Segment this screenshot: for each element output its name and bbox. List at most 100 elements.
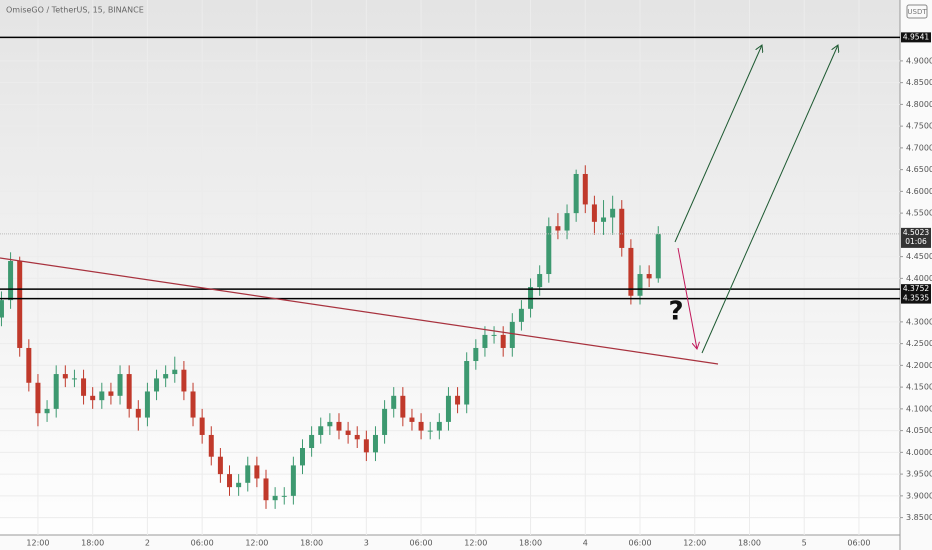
x-tick-label: 06:00 bbox=[847, 539, 870, 548]
candle-body bbox=[637, 274, 643, 296]
level-label: 4.3752 bbox=[903, 284, 929, 293]
candle-body bbox=[382, 408, 388, 435]
y-tick-label: 4.5500 bbox=[906, 209, 932, 218]
x-tick-label: 06:00 bbox=[191, 539, 214, 548]
candle-body bbox=[62, 374, 68, 379]
x-tick-label: 12:00 bbox=[26, 539, 49, 548]
candle-body bbox=[199, 417, 205, 435]
candle-body bbox=[227, 474, 233, 488]
level-label: 4.3535 bbox=[903, 294, 929, 303]
x-tick-label: 18:00 bbox=[81, 539, 104, 548]
y-tick-label: 4.6500 bbox=[906, 165, 932, 174]
candle-body bbox=[391, 395, 397, 409]
candle-body bbox=[26, 347, 32, 383]
y-tick-label: 4.3000 bbox=[906, 317, 932, 326]
candle-body bbox=[190, 391, 196, 418]
quote-badge[interactable] bbox=[906, 4, 928, 19]
x-tick-label: 12:00 bbox=[683, 539, 706, 548]
y-tick-label: 4.8500 bbox=[906, 78, 932, 87]
time-axis bbox=[0, 535, 900, 550]
x-tick-label: 12:00 bbox=[245, 539, 268, 548]
candle-body bbox=[455, 395, 461, 405]
candle-body bbox=[181, 369, 187, 392]
candle-body bbox=[44, 408, 50, 414]
x-tick-label: 06:00 bbox=[628, 539, 651, 548]
y-tick-label: 4.4500 bbox=[906, 252, 932, 261]
x-tick-label: 2 bbox=[145, 539, 150, 548]
overlay: 3.8500 3.9000 3.9500 4.0000 4.0500 4.1000 4.15… bbox=[26, 32, 932, 548]
x-tick-label: 4 bbox=[583, 539, 588, 548]
candle-body bbox=[436, 421, 442, 431]
candle-body bbox=[236, 482, 242, 488]
candle-body bbox=[144, 391, 150, 418]
quote-currency[interactable]: USDT bbox=[907, 8, 927, 16]
candle-body bbox=[108, 391, 114, 396]
candle-body bbox=[363, 439, 369, 453]
candle-body bbox=[518, 308, 524, 322]
candle-body bbox=[655, 233, 661, 279]
candle-body bbox=[601, 217, 607, 222]
x-tick-label: 18:00 bbox=[519, 539, 542, 548]
y-tick-label: 4.1500 bbox=[906, 383, 932, 392]
candle-body bbox=[263, 478, 269, 501]
candle-body bbox=[427, 430, 433, 432]
candle-body bbox=[482, 334, 488, 348]
candle-body bbox=[372, 434, 378, 453]
last-price-box bbox=[901, 227, 931, 248]
y-tick-label: 4.0000 bbox=[906, 448, 932, 457]
candle-body bbox=[464, 361, 470, 405]
candle-body bbox=[154, 378, 160, 392]
candle-body bbox=[619, 208, 625, 248]
y-tick-label: 4.2500 bbox=[906, 339, 932, 348]
candle-body bbox=[172, 369, 178, 375]
candle-body bbox=[81, 378, 87, 396]
level-label-box bbox=[901, 293, 931, 304]
plot bbox=[0, 0, 903, 535]
x-tick-label: 3 bbox=[364, 539, 369, 548]
y-tick-label: 4.8000 bbox=[906, 100, 932, 109]
level-label-box bbox=[901, 284, 931, 295]
candle-body bbox=[610, 208, 616, 218]
candle-body bbox=[473, 347, 479, 362]
candle-body bbox=[445, 395, 451, 422]
candle-body bbox=[254, 465, 260, 479]
candle-body bbox=[8, 260, 14, 301]
candle-body bbox=[400, 395, 406, 418]
candle-body bbox=[336, 421, 342, 431]
candle-body bbox=[117, 374, 123, 396]
candle-body bbox=[345, 430, 351, 435]
candle-body bbox=[0, 300, 4, 318]
candle-body bbox=[555, 226, 561, 231]
trend-line bbox=[0, 257, 719, 365]
x-tick-label: 12:00 bbox=[464, 539, 487, 548]
candle-body bbox=[573, 173, 579, 214]
candle-body bbox=[500, 334, 506, 348]
candle-body bbox=[272, 495, 278, 501]
candle-body bbox=[135, 408, 141, 418]
candle-body bbox=[418, 421, 424, 431]
y-tick-label: 4.2000 bbox=[906, 361, 932, 370]
y-tick-label: 4.1000 bbox=[906, 404, 932, 413]
y-tick-label: 3.9000 bbox=[906, 491, 932, 500]
arrow-up bbox=[674, 45, 762, 243]
candle-body bbox=[409, 417, 415, 422]
level-label: 4.9541 bbox=[903, 32, 929, 41]
candle-body bbox=[217, 456, 223, 475]
candle-body bbox=[354, 434, 360, 440]
candle-body bbox=[71, 378, 77, 380]
candle-body bbox=[90, 395, 96, 401]
countdown: 01:06 bbox=[905, 237, 927, 246]
level-label-box bbox=[901, 32, 931, 43]
y-tick-label: 4.7000 bbox=[906, 143, 932, 152]
y-tick-label: 4.0500 bbox=[906, 426, 932, 435]
y-tick-label: 4.9000 bbox=[906, 56, 932, 65]
price-axis bbox=[900, 0, 932, 550]
candle-body bbox=[546, 226, 552, 275]
annotation: ? bbox=[668, 297, 683, 327]
candle-body bbox=[53, 374, 59, 409]
y-tick-label: 4.6000 bbox=[906, 187, 932, 196]
y-tick-label: 3.9500 bbox=[906, 470, 932, 479]
candle-body bbox=[17, 260, 23, 348]
